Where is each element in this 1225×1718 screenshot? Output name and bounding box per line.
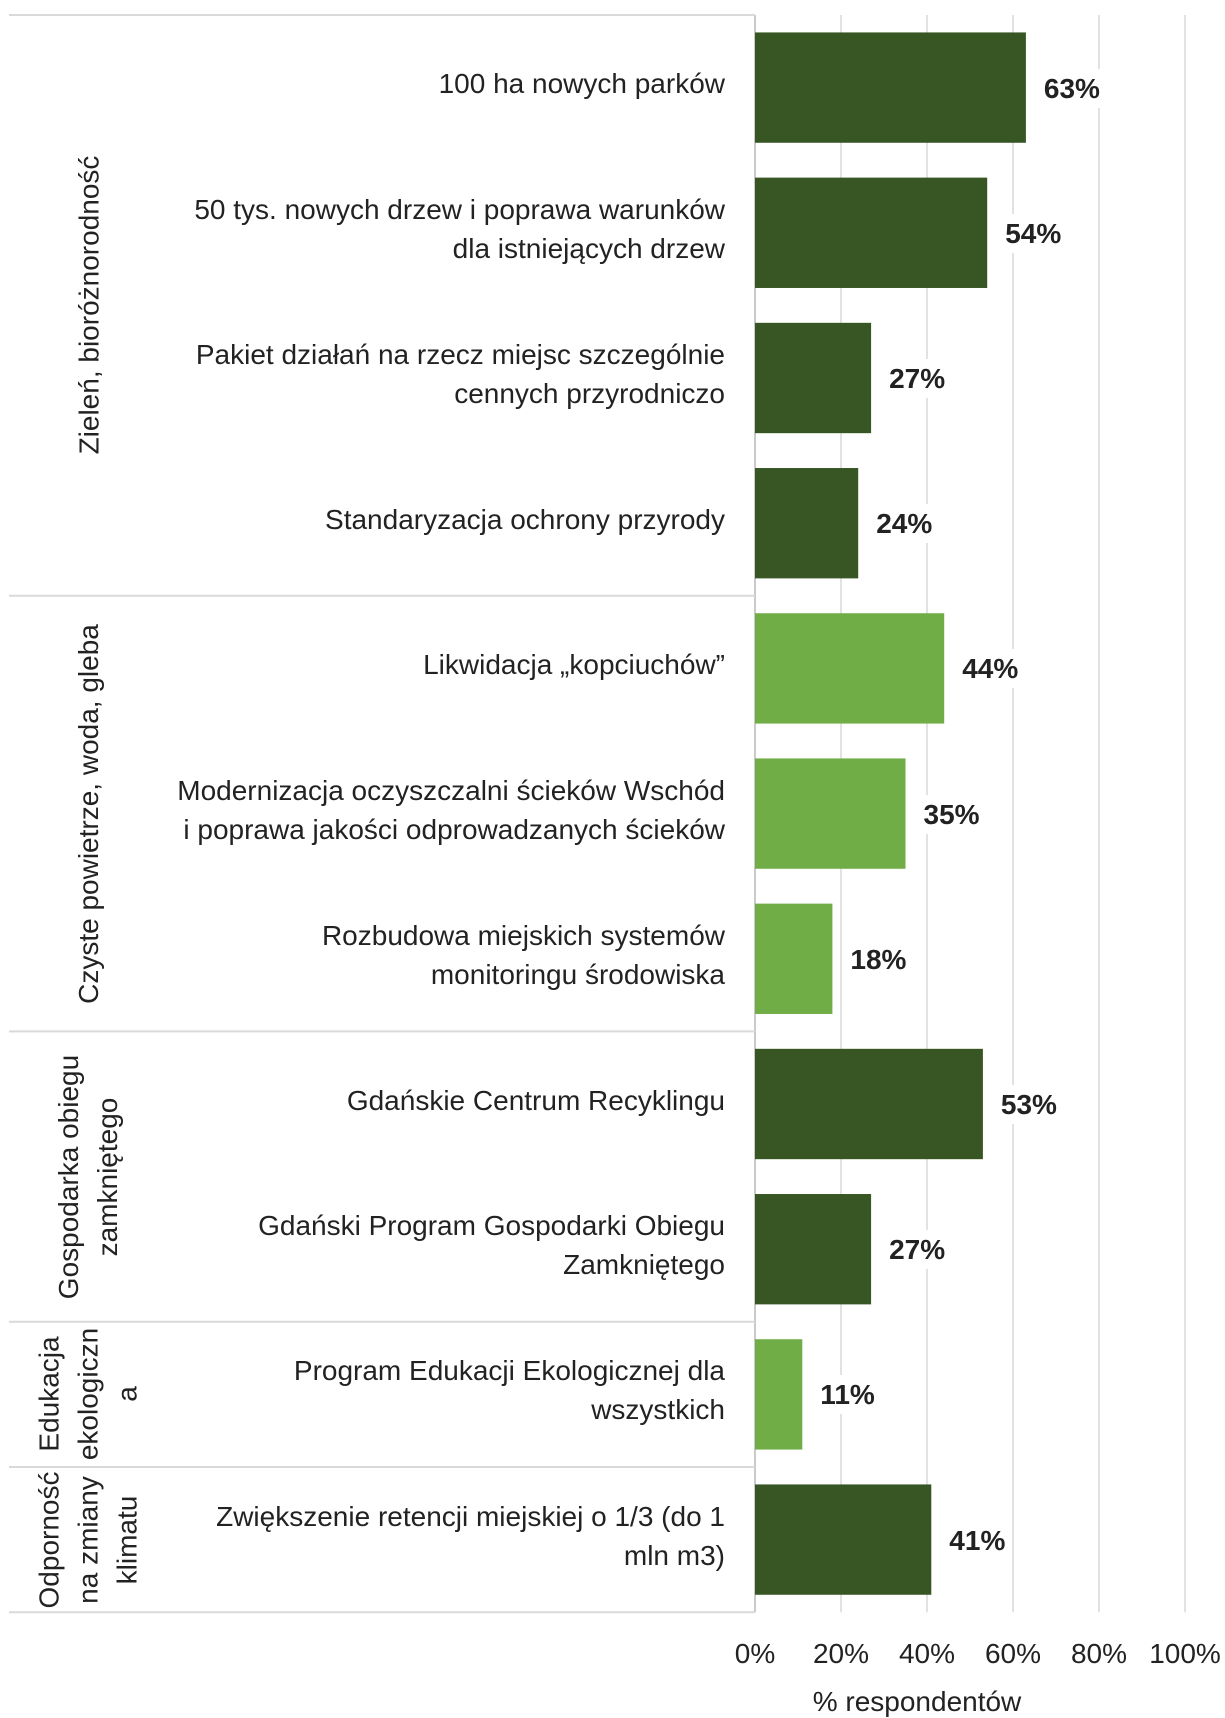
- x-axis-title: % respondentów: [812, 1686, 1022, 1717]
- group-label: Zieleń, bioróżnorodność: [72, 155, 104, 455]
- value-label: 63%: [1041, 68, 1102, 108]
- x-tick-label: 100%: [1149, 1638, 1221, 1670]
- category-label: Zwiększenie retencji miejskiej o 1/3 (do…: [216, 1500, 725, 1571]
- value-label: 41%: [947, 1520, 1008, 1560]
- category-label: 50 tys. nowych drzew i poprawa warunków …: [194, 193, 725, 264]
- group-label: Gospodarka obiegu zamkniętego: [53, 1054, 124, 1299]
- category-label: Rozbudowa miejskich systemów monitoringu…: [321, 919, 725, 990]
- value-label: 27%: [887, 1230, 948, 1270]
- category-label: Modernizacja oczyszczalni ścieków Wschód…: [177, 774, 725, 845]
- bar: [755, 1048, 983, 1160]
- bar: [755, 32, 1026, 143]
- value-label: 11%: [818, 1375, 877, 1415]
- category-label: Gdański Program Gospodarki Obiegu Zamkni…: [258, 1210, 725, 1281]
- x-tick-label: 80%: [1070, 1638, 1128, 1670]
- bar: [755, 613, 945, 724]
- value-label: 54%: [1003, 213, 1064, 253]
- x-tick-label: 20%: [812, 1638, 870, 1670]
- category-label: Program Edukacji Ekologicznej dla wszyst…: [293, 1355, 725, 1426]
- x-tick-label: 40%: [898, 1638, 956, 1670]
- category-label: Likwidacja „kopciuchów”: [423, 648, 725, 680]
- bar: [755, 1339, 803, 1450]
- group-label: Edukacja ekologiczn a: [33, 1328, 143, 1461]
- category-label: Pakiet działań na rzecz miejsc szczególn…: [195, 339, 725, 409]
- x-tick-label: 0%: [734, 1638, 776, 1670]
- category-label: Gdańskie Centrum Recyklingu: [346, 1084, 725, 1116]
- value-label: 53%: [998, 1085, 1059, 1124]
- bar: [755, 1194, 872, 1305]
- bar: [755, 322, 872, 434]
- value-label: 18%: [848, 939, 909, 979]
- value-label: 27%: [887, 359, 948, 398]
- x-tick-label: 60%: [984, 1638, 1042, 1670]
- bar: [755, 1484, 932, 1595]
- bar: [755, 758, 906, 869]
- group-label: Odporność na zmiany klimatu: [33, 1471, 143, 1609]
- bar: [755, 903, 833, 1014]
- group-label: Czyste powietrze, woda, gleba: [72, 623, 104, 1004]
- bar: [755, 177, 988, 288]
- value-label: 44%: [960, 649, 1021, 689]
- category-label: 100 ha nowych parków: [438, 68, 725, 100]
- value-label: 24%: [874, 504, 935, 544]
- category-label: Standaryzacja ochrony przyrody: [325, 503, 725, 535]
- bar: [755, 468, 859, 579]
- value-label: 35%: [921, 794, 982, 834]
